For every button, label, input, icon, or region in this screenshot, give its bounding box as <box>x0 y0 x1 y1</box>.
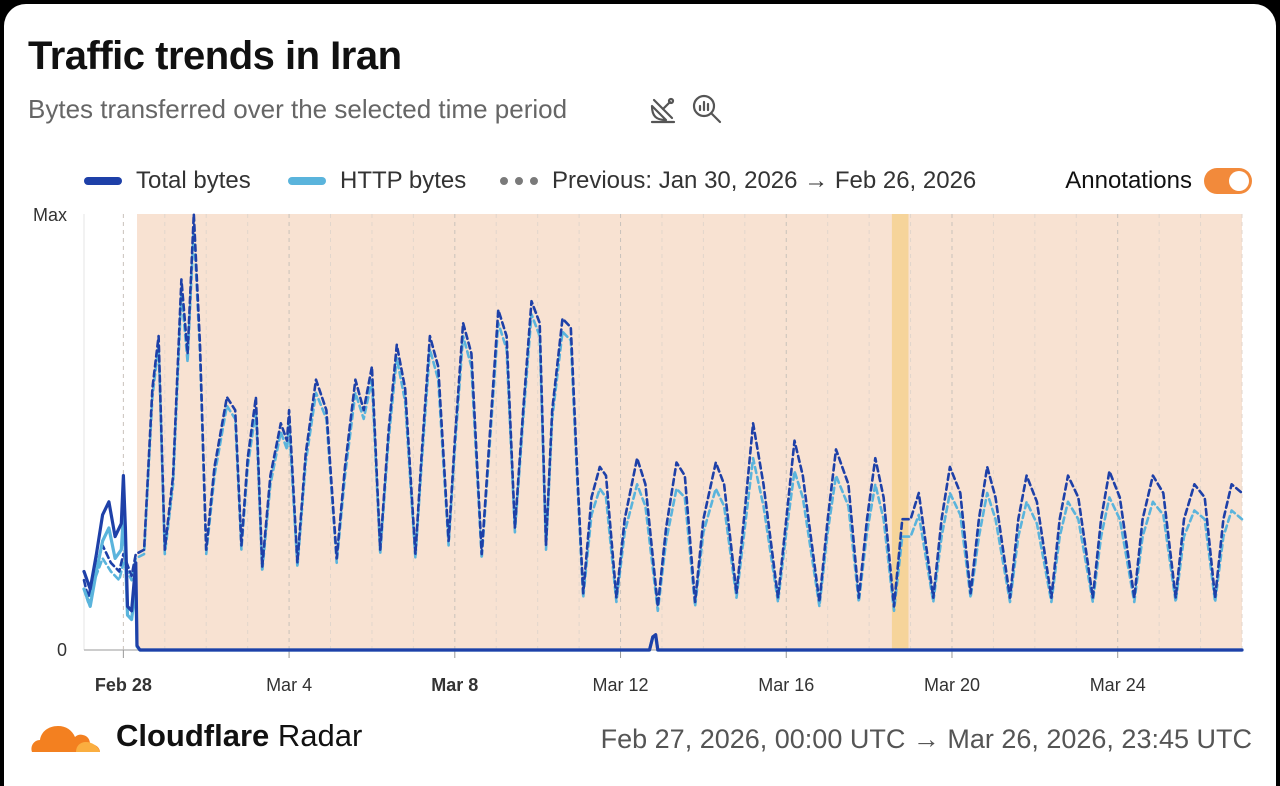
toggle-knob <box>1229 171 1249 191</box>
annotations-toggle-group: Annotations <box>1065 163 1252 199</box>
legend-item-total[interactable]: Total bytes <box>84 163 251 199</box>
x-axis-tick-label: Mar 12 <box>593 675 649 695</box>
satellite-dish-icon[interactable] <box>646 92 680 126</box>
legend-label-http: HTTP bytes <box>340 167 467 194</box>
x-axis-tick-label: Mar 20 <box>924 675 980 695</box>
magnify-chart-icon[interactable] <box>690 92 724 126</box>
legend-swatch-total <box>84 177 122 185</box>
cloudflare-cloud-icon <box>31 726 101 752</box>
brand-name: Cloudflare Radar <box>116 718 363 753</box>
y-axis-zero-label: 0 <box>57 640 67 660</box>
x-axis-tick-label: Mar 4 <box>266 675 312 695</box>
legend: Total bytes HTTP bytes Previous: Jan 30,… <box>80 163 1248 199</box>
annotations-toggle[interactable] <box>1204 168 1252 194</box>
series-line-total-bytes <box>82 474 1244 652</box>
page-subtitle: Bytes transferred over the selected time… <box>28 94 568 124</box>
legend-item-http[interactable]: HTTP bytes <box>288 163 466 199</box>
x-axis-tick-label: Mar 16 <box>758 675 814 695</box>
page-title: Traffic trends in Iran <box>28 34 402 78</box>
subtitle-icons <box>646 92 724 126</box>
x-axis-tick-label: Feb 28 <box>95 675 152 695</box>
series-line-previous-total-bytes <box>82 212 1244 608</box>
date-range: Feb 27, 2026, 00:00 UTC → Mar 26, 2026, … <box>600 724 1252 754</box>
x-axis-tick-label: Mar 8 <box>431 675 478 695</box>
annotation-band-highlight <box>891 214 909 650</box>
legend-swatch-http <box>288 177 326 185</box>
legend-swatch-previous <box>500 177 538 185</box>
cloudflare-logo: Cloudflare Radar <box>28 718 362 754</box>
legend-item-previous[interactable]: Previous: Jan 30, 2026 → Feb 26, 2026 <box>500 163 976 199</box>
legend-label-total: Total bytes <box>136 167 251 194</box>
y-axis-max-label: Max <box>33 205 67 225</box>
x-axis-tick-label: Mar 24 <box>1090 675 1146 695</box>
annotations-label: Annotations <box>1065 167 1192 194</box>
legend-label-previous: Previous: Jan 30, 2026 → Feb 26, 2026 <box>552 167 977 194</box>
annotation-band-outage <box>137 214 1242 650</box>
